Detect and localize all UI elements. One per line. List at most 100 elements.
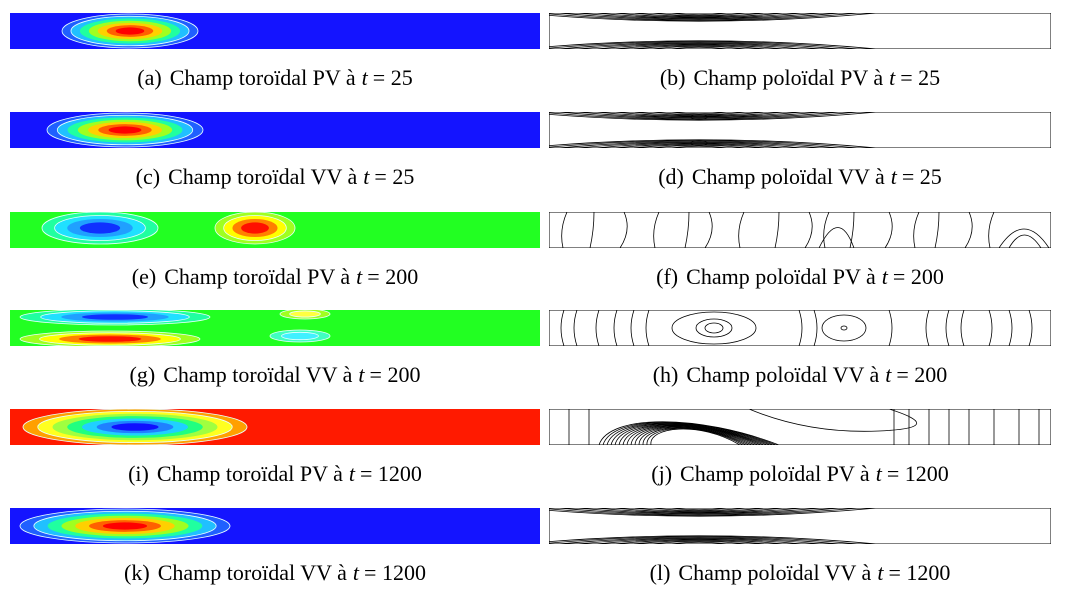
- field-line: [1028, 310, 1033, 346]
- field-line: [888, 310, 893, 346]
- field-line: [670, 13, 728, 16]
- field-line: [576, 508, 822, 515]
- field-line: [653, 212, 660, 248]
- field-line: [670, 112, 728, 115]
- caption-value: = 1200: [887, 461, 949, 486]
- panel-caption: (j) Champ poloïdal PV à t = 1200: [651, 461, 948, 486]
- field-line: [704, 212, 713, 248]
- toroidal-field-plot: [10, 508, 540, 544]
- field-line: [589, 212, 595, 248]
- field-line: [670, 508, 728, 511]
- field-line: [638, 426, 750, 445]
- field-line: [595, 310, 600, 346]
- caption-text: Champ toroïdal PV à: [164, 264, 350, 289]
- toroidal-field-plot: [10, 13, 540, 49]
- field-line: [695, 318, 733, 338]
- caption-variable: t: [358, 362, 365, 387]
- caption-value: = 200: [896, 362, 947, 387]
- field-line: [774, 212, 780, 248]
- caption-text: Champ poloïdal VV à: [678, 560, 871, 585]
- contour-region: [81, 314, 149, 320]
- field-line: [595, 508, 803, 514]
- field-line: [632, 540, 766, 544]
- field-line: [614, 423, 768, 445]
- field-line: [576, 141, 822, 148]
- caption-value: = 25: [900, 65, 940, 90]
- field-line: [945, 310, 950, 346]
- field-line: [626, 425, 759, 445]
- caption-variable: t: [889, 65, 896, 90]
- field-line: [630, 310, 635, 346]
- caption-text: Champ toroïdal PV à: [157, 461, 343, 486]
- field-line: [748, 409, 917, 432]
- caption-variable: t: [876, 461, 883, 486]
- field-line: [964, 212, 973, 248]
- field-line: [645, 310, 650, 346]
- contour-region: [289, 310, 321, 318]
- field-line: [913, 212, 920, 248]
- field-line: [821, 314, 867, 342]
- caption-label: (i): [128, 461, 149, 486]
- contour-region: [78, 336, 142, 342]
- field-line: [988, 310, 993, 346]
- field-line: [651, 508, 747, 511]
- caption-variable: t: [356, 264, 363, 289]
- caption-label: (f): [656, 264, 678, 289]
- caption-text: Champ poloïdal PV à: [693, 65, 883, 90]
- field-line: [618, 424, 765, 445]
- field-line: [549, 13, 878, 22]
- poloidal-field-plot: [549, 112, 1051, 148]
- toroidal-field-plot: [10, 310, 540, 346]
- field-line: [549, 139, 878, 148]
- contour-region: [281, 331, 319, 341]
- field-line: [988, 212, 995, 248]
- contour-region: [111, 423, 159, 431]
- panel-caption: (g) Champ toroïdal VV à t = 200: [130, 362, 421, 387]
- field-line: [558, 13, 840, 20]
- field-line: [670, 46, 728, 49]
- field-line: [634, 426, 753, 445]
- caption-label: (a): [137, 65, 161, 90]
- field-line: [632, 144, 766, 148]
- field-line: [560, 310, 565, 346]
- caption-label: (g): [130, 362, 156, 387]
- field-line: [823, 212, 830, 248]
- panel-caption: (c) Champ toroïdal VV à t = 25: [136, 164, 415, 189]
- field-line: [549, 508, 878, 517]
- field-line: [558, 112, 840, 119]
- caption-variable: t: [362, 65, 369, 90]
- panel-caption: (k) Champ toroïdal VV à t = 1200: [124, 560, 426, 585]
- field-line: [632, 112, 766, 116]
- field-line: [595, 112, 803, 118]
- field-line: [704, 322, 724, 334]
- toroidal-field-plot: [10, 112, 540, 148]
- caption-value: = 1200: [888, 560, 950, 585]
- field-line: [651, 541, 747, 544]
- field-line: [614, 143, 784, 148]
- field-line: [549, 41, 859, 49]
- caption-text: Champ toroïdal VV à: [163, 362, 352, 387]
- field-line: [602, 422, 777, 445]
- field-line: [613, 310, 618, 346]
- caption-label: (h): [653, 362, 679, 387]
- caption-variable: t: [877, 560, 884, 585]
- field-line: [595, 13, 803, 19]
- field-line: [998, 228, 1050, 248]
- caption-label: (j): [651, 461, 672, 486]
- field-line: [960, 310, 965, 346]
- caption-label: (k): [124, 560, 150, 585]
- field-line: [925, 310, 930, 346]
- panel-caption: (d) Champ poloïdal VV à t = 25: [658, 164, 942, 189]
- field-line: [614, 44, 784, 49]
- field-line: [632, 13, 766, 17]
- panel-caption: (f) Champ poloïdal PV à t = 200: [656, 264, 944, 289]
- caption-text: Champ poloïdal PV à: [680, 461, 870, 486]
- field-line: [804, 212, 813, 248]
- field-line: [614, 508, 784, 513]
- field-line: [610, 423, 771, 445]
- poloidal-field-plot: [549, 13, 1051, 49]
- caption-text: Champ poloïdal VV à: [692, 164, 885, 189]
- toroidal-field-plot: [10, 409, 540, 445]
- field-line: [558, 537, 840, 544]
